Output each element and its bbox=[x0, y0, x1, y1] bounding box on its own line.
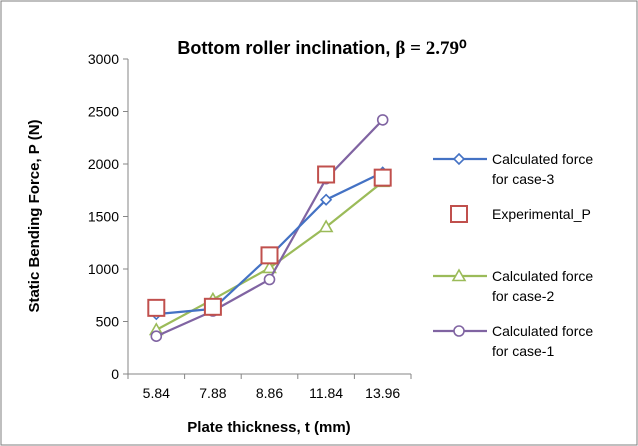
legend-label-line: Experimental_P bbox=[492, 206, 591, 222]
data-point-marker bbox=[260, 246, 279, 265]
legend: Calculated force for case-3 Experimental_P… bbox=[433, 151, 593, 359]
legend-label-line: for case-1 bbox=[492, 343, 554, 359]
legend-item: Calculated force for case-1 bbox=[433, 323, 593, 359]
series-experimental-p bbox=[147, 165, 392, 317]
x-tick-label: 11.84 bbox=[309, 385, 343, 401]
legend-item: Experimental_P bbox=[450, 205, 591, 223]
legend-label: Calculated force for case-3 bbox=[492, 151, 593, 187]
data-point-marker bbox=[262, 260, 277, 274]
legend-label-line: for case-2 bbox=[492, 288, 554, 304]
x-tick-label: 5.84 bbox=[143, 385, 170, 401]
y-tick-label: 500 bbox=[96, 314, 120, 330]
data-point-marker bbox=[319, 193, 333, 206]
y-tick-label: 2500 bbox=[88, 104, 119, 120]
data-point-marker bbox=[376, 114, 389, 126]
legend-marker bbox=[452, 152, 466, 166]
data-point-marker bbox=[147, 298, 166, 317]
y-tick-label: 1500 bbox=[88, 209, 119, 225]
y-tick-label: 3000 bbox=[88, 51, 119, 67]
legend-marker bbox=[451, 268, 467, 282]
y-tick-label: 1000 bbox=[88, 261, 119, 277]
legend-item: Calculated force for case-2 bbox=[433, 268, 593, 304]
chart-title-text: Bottom roller inclination, bbox=[177, 38, 395, 58]
x-tick-label: 8.86 bbox=[256, 385, 283, 401]
chart-title: Bottom roller inclination, β = 2.79⁰ bbox=[177, 38, 467, 59]
legend-label: Experimental_P bbox=[492, 206, 591, 222]
legend-label-line: Calculated force bbox=[492, 268, 593, 284]
legend-label: Calculated force for case-2 bbox=[492, 268, 593, 304]
legend-label: Calculated force for case-1 bbox=[492, 323, 593, 359]
data-point-marker bbox=[373, 168, 392, 187]
legend-marker bbox=[453, 325, 465, 337]
plot-area bbox=[147, 114, 392, 343]
data-point-marker bbox=[203, 297, 222, 316]
x-tick-label: 7.88 bbox=[199, 385, 226, 401]
x-tick-label: 13.96 bbox=[365, 385, 400, 401]
legend-label-line: Calculated force bbox=[492, 323, 593, 339]
data-point-marker bbox=[263, 273, 276, 286]
data-point-marker bbox=[150, 330, 163, 343]
legend-marker bbox=[450, 205, 468, 223]
y-tick-label: 2000 bbox=[88, 156, 119, 172]
data-point-marker bbox=[317, 165, 336, 184]
y-axis-ticks: 0 500 1000 1500 2000 2500 3000 bbox=[88, 51, 128, 382]
y-axis-title: Static Bending Force, P (N) bbox=[26, 119, 43, 312]
legend-label-line: Calculated force bbox=[492, 151, 593, 167]
legend-label-line: for case-3 bbox=[492, 171, 554, 187]
x-axis-title: Plate thickness, t (mm) bbox=[187, 419, 350, 436]
legend-item: Calculated force for case-3 bbox=[433, 151, 593, 187]
x-axis-ticks: 5.84 7.88 8.86 11.84 13.96 bbox=[127, 374, 412, 401]
data-point-marker bbox=[318, 219, 334, 233]
chart-title-symbol: β = 2.79⁰ bbox=[395, 38, 467, 59]
y-tick-label: 0 bbox=[111, 366, 119, 382]
